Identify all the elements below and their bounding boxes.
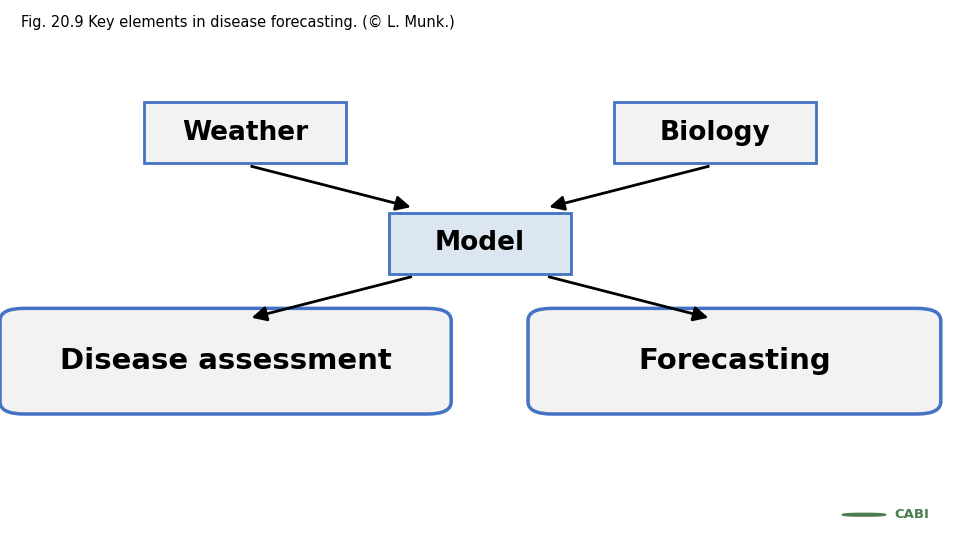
Text: © Anne Marte Tronsmo, David B. Collinge, Annika Djurle, Lisa Munk, Jonathan Yuen: © Anne Marte Tronsmo, David B. Collinge,… [142, 521, 569, 530]
Text: Fig. 20.9 Key elements in disease forecasting. (© L. Munk.): Fig. 20.9 Key elements in disease foreca… [21, 15, 455, 30]
FancyBboxPatch shape [0, 308, 451, 414]
Text: Disease assessment: Disease assessment [60, 347, 392, 375]
Text: CABI: CABI [895, 508, 929, 521]
FancyBboxPatch shape [843, 496, 960, 536]
Text: Biology: Biology [660, 120, 771, 146]
FancyBboxPatch shape [528, 308, 941, 414]
FancyBboxPatch shape [614, 102, 816, 164]
Text: Model: Model [435, 230, 525, 256]
FancyBboxPatch shape [389, 213, 571, 274]
Text: TEACHING MATERIALS: TEACHING MATERIALS [6, 510, 125, 519]
Text: Plant Pathology and Plant Diseases: Plant Pathology and Plant Diseases [142, 502, 294, 511]
Text: Weather: Weather [181, 120, 308, 146]
Text: Forecasting: Forecasting [638, 347, 830, 375]
FancyBboxPatch shape [144, 102, 346, 164]
